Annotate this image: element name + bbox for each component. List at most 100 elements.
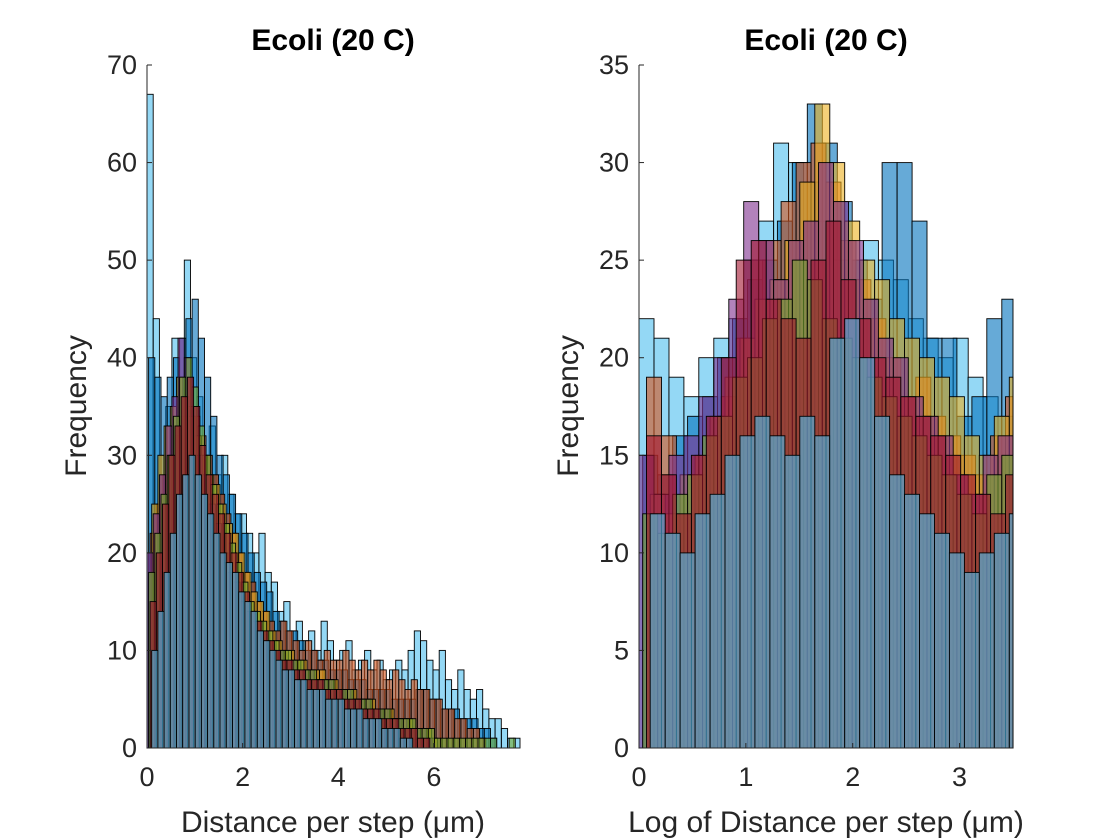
right-hist-bar [799, 415, 816, 749]
left-y-tick-label: 40 [107, 343, 137, 373]
right-histogram-panel: Ecoli (20 C) 0 5 10 15 20 25 30 35 0 1 2 3 Log of D… [552, 24, 1024, 839]
left-hist-bar [483, 737, 491, 749]
right-y-tick-label: 30 [599, 148, 629, 178]
right-hist-bar [679, 552, 696, 749]
right-y-tick-label: 15 [599, 440, 629, 470]
left-hist-bar [490, 737, 498, 749]
right-hist-bar [664, 532, 681, 749]
left-hist-bar [325, 698, 333, 749]
left-hist-bar [207, 513, 215, 749]
right-hist-bar [724, 454, 741, 749]
left-hist-bar [343, 708, 352, 749]
left-x-tick-label: 2 [235, 762, 250, 792]
right-hist-bar [859, 357, 876, 749]
left-chart-title: Ecoli (20 C) [251, 24, 414, 57]
right-hist-bar [754, 415, 771, 749]
left-hist-bar [263, 640, 271, 749]
right-hist-bar [889, 474, 906, 749]
left-hist-bar [312, 689, 320, 749]
left-hist-bar [440, 737, 448, 749]
left-hist-bar [331, 698, 339, 749]
left-hist-bar [416, 737, 425, 749]
left-hist-bar [300, 679, 308, 749]
left-y-tick-label: 20 [107, 538, 137, 568]
right-bars-group [638, 103, 1014, 749]
left-hist-bar [446, 737, 454, 749]
left-hist-bar [452, 737, 460, 749]
right-hist-bar [844, 318, 861, 749]
right-hist-bar [649, 513, 666, 749]
left-hist-bar [188, 454, 196, 749]
left-hist-bar [176, 493, 184, 749]
left-hist-bar [200, 493, 209, 749]
right-hist-bar [814, 435, 831, 749]
left-hist-bar [244, 601, 252, 749]
left-hist-bar [387, 728, 395, 749]
left-hist-bar [458, 737, 467, 749]
left-hist-bar [250, 610, 258, 749]
right-y-tick-label: 5 [614, 635, 629, 665]
left-hist-bar [471, 737, 479, 749]
left-hist-bar [238, 591, 246, 749]
right-hist-bar [934, 532, 950, 749]
left-bars-group [146, 93, 521, 749]
left-y-tick-label: 70 [107, 50, 137, 80]
left-hist-bar [337, 698, 345, 749]
left-y-tick-label: 50 [107, 245, 137, 275]
right-hist-bar [978, 552, 995, 749]
left-hist-bar [423, 737, 431, 749]
left-y-axis-label: Frequency [60, 335, 93, 477]
left-hist-bar [194, 474, 202, 749]
left-hist-bar [163, 571, 171, 749]
left-hist-bar [294, 679, 302, 749]
left-x-axis-label: Distance per step (μm) [181, 806, 485, 839]
right-x-axis-label: Log of Distance per step (μm) [628, 806, 1024, 839]
left-hist-bar [275, 659, 283, 749]
right-hist-bar [739, 435, 756, 749]
left-x-tick-label: 4 [331, 762, 346, 792]
left-hist-bar [157, 610, 165, 749]
left-hist-bar [465, 737, 473, 749]
left-y-tick-label: 60 [107, 148, 137, 178]
right-y-tick-label: 25 [599, 245, 629, 275]
right-hist-bar [948, 552, 965, 749]
right-y-tick-label: 0 [614, 733, 629, 763]
left-hist-bar [500, 728, 509, 749]
right-x-tick-label: 1 [738, 762, 753, 792]
left-hist-bar [362, 718, 370, 749]
left-axes: 0 10 20 30 40 50 60 70 0 2 4 6 [107, 50, 520, 792]
left-hist-bar [399, 737, 407, 749]
left-hist-bar [219, 552, 227, 749]
right-chart-title: Ecoli (20 C) [744, 24, 907, 57]
right-hist-bar [874, 415, 891, 749]
left-hist-bar [350, 708, 358, 749]
left-y-tick-label: 0 [122, 733, 137, 763]
right-y-tick-label: 20 [599, 343, 629, 373]
left-hist-bar [306, 689, 314, 749]
right-x-tick-label: 3 [952, 762, 967, 792]
right-hist-bar [904, 493, 920, 749]
left-hist-bar [256, 630, 264, 749]
left-hist-bar [406, 737, 414, 749]
left-histogram-panel: Ecoli (20 C) 0 10 20 30 40 50 60 70 0 2 4 6 Distanc… [60, 24, 521, 839]
right-axes: 0 5 10 15 20 25 30 35 0 1 2 3 [599, 50, 1013, 792]
right-y-tick-label: 10 [599, 538, 629, 568]
right-hist-bar [709, 493, 726, 749]
right-y-axis-label: Frequency [552, 335, 585, 477]
left-hist-bar [232, 571, 240, 749]
left-y-tick-label: 30 [107, 440, 137, 470]
left-hist-bar [225, 562, 233, 749]
right-hist-bar [784, 454, 801, 749]
right-hist-bar [963, 571, 980, 749]
left-hist-bar [151, 649, 159, 749]
left-hist-bar [375, 718, 383, 749]
left-hist-bar [213, 532, 221, 749]
left-hist-bar [182, 474, 190, 749]
right-hist-bar [1008, 513, 1014, 749]
right-hist-bar [919, 513, 935, 749]
left-hist-bar [319, 689, 327, 749]
left-hist-bar [269, 649, 277, 749]
right-hist-bar [829, 337, 846, 749]
left-hist-bar [393, 728, 401, 749]
